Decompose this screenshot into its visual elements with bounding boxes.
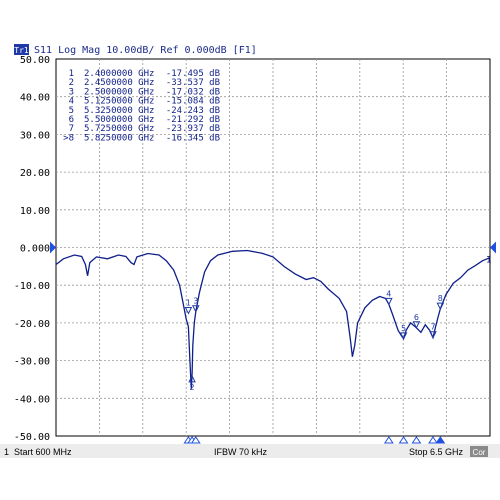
marker-table-frequency: 2.5000000 GHz [84, 87, 154, 97]
start-frequency[interactable]: Start 600 MHz [14, 447, 72, 457]
marker-indicator-8[interactable] [435, 436, 446, 444]
marker-label: 4 [386, 289, 391, 298]
marker-label: 7 [430, 323, 435, 332]
marker-table-label: >8 [63, 133, 74, 143]
trace-line [55, 249, 491, 389]
ref-level-arrow-right[interactable] [490, 241, 496, 254]
marker-table-value: -21.292 dB [166, 115, 220, 125]
y-tick-label: 30.00 [20, 130, 50, 141]
marker-table-value: -17.495 dB [166, 69, 220, 79]
marker-table-value: -15.084 dB [166, 97, 220, 107]
marker-label: 6 [414, 313, 419, 322]
marker-1[interactable] [184, 306, 193, 315]
y-tick-label: -40.00 [14, 394, 50, 405]
marker-8[interactable] [436, 302, 445, 311]
marker-label: 8 [438, 294, 443, 303]
marker-4[interactable] [385, 297, 393, 306]
marker-indicator-6[interactable] [411, 436, 422, 444]
marker-indicator-5[interactable] [398, 436, 409, 444]
trace-title[interactable]: S11 Log Mag 10.00dB/ Ref 0.000dB [F1] [34, 45, 257, 56]
trace-tab[interactable] [14, 44, 29, 55]
trace-1: 1 [55, 249, 492, 389]
y-tick-label: -10.00 [14, 281, 50, 292]
marker-table-frequency: 2.4000000 GHz [84, 69, 154, 79]
marker-table-value: -16.345 dB [166, 133, 220, 143]
marker-table-frequency: 5.7250000 GHz [84, 124, 154, 134]
marker-table-value: -23.937 dB [166, 124, 220, 134]
marker-indicator-3[interactable] [190, 436, 201, 444]
y-tick-label: 50.00 [20, 55, 50, 66]
y-tick-label: -20.00 [14, 319, 50, 330]
marker-table-value: -24.243 dB [166, 106, 220, 116]
marker-5[interactable] [399, 332, 408, 341]
trace-tab-label: Tr1 [14, 46, 29, 55]
marker-label: 3 [193, 297, 198, 306]
marker-table-value: -33.537 dB [166, 78, 220, 88]
ifbw-setting[interactable]: IFBW 70 kHz [214, 447, 268, 457]
y-tick-label: 20.00 [20, 168, 50, 179]
y-tick-label: 40.00 [20, 93, 50, 104]
marker-2[interactable] [188, 374, 196, 383]
marker-table-frequency: 5.3250000 GHz [84, 106, 154, 116]
marker-3[interactable] [191, 305, 200, 313]
reference-arrows [50, 241, 496, 254]
ref-level-arrow-left[interactable] [50, 241, 56, 254]
marker-table-frequency: 5.8250000 GHz [84, 133, 154, 143]
marker-6[interactable] [412, 321, 421, 329]
y-tick-label: -30.00 [14, 357, 50, 368]
marker-indicator-7[interactable] [428, 436, 438, 444]
marker-overlay: 1 2 3 4 56 7 8 [184, 289, 445, 392]
y-tick-label: 0.000 [20, 244, 50, 255]
correction-label: Cor [473, 448, 486, 457]
marker-table-value: -17.032 dB [166, 87, 220, 97]
marker-table-label: 4 [69, 97, 74, 107]
channel-number: 1 [4, 447, 9, 457]
status-bar [0, 444, 500, 458]
marker-indicator-4[interactable] [383, 436, 394, 444]
marker-table: 1 2.4000000 GHz -17.495 dB 2 2.4500000 GHz -3… [63, 69, 220, 143]
trace-end-label: 1 [486, 256, 492, 266]
marker-table-label: 5 [69, 106, 74, 116]
correction-badge[interactable] [470, 446, 488, 457]
marker-label: 2 [190, 383, 195, 392]
y-tick-label: 10.00 [20, 206, 50, 217]
marker-label: 5 [401, 324, 406, 333]
y-axis: 50.00 40.00 30.00 20.00 10.00 0.000 -10.00 -20.… [14, 55, 50, 443]
marker-table-frequency: 5.5000000 GHz [84, 115, 154, 125]
plot-area[interactable]: 50.00 40.00 30.00 20.00 10.00 0.000 -10.00 -20.… [14, 55, 496, 443]
marker-table-frequency: 2.4500000 GHz [84, 78, 154, 88]
marker-table-label: 1 [69, 69, 74, 79]
marker-label: 1 [186, 298, 191, 307]
marker-7[interactable] [429, 331, 437, 339]
marker-table-label: 6 [69, 115, 74, 125]
y-tick-label: -50.00 [14, 432, 50, 443]
grid [56, 59, 490, 436]
marker-position-indicators [183, 436, 446, 444]
marker-table-frequency: 5.1250000 GHz [84, 97, 154, 107]
stop-frequency[interactable]: Stop 6.5 GHz [409, 447, 464, 457]
marker-table-label: 2 [69, 78, 74, 88]
marker-table-label: 3 [69, 87, 74, 97]
marker-table-label: 7 [69, 124, 74, 134]
